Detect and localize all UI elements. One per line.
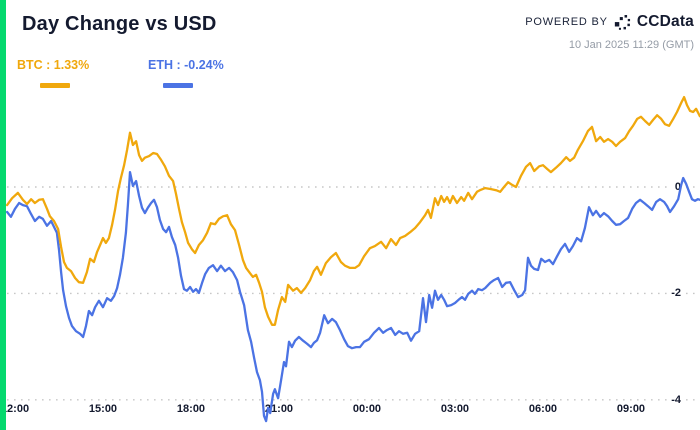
y-tick-label: -4 — [668, 392, 684, 407]
powered-by-label: POWERED BY — [525, 16, 608, 28]
x-tick-label: 12:00 — [0, 403, 30, 415]
x-tick-label: 00:00 — [352, 403, 382, 415]
ccdata-logo-icon — [614, 14, 631, 31]
legend-eth-label: ETH : -0.24% — [148, 58, 224, 72]
powered-by-block: POWERED BY CCData — [525, 13, 694, 31]
x-tick-label: 03:00 — [440, 403, 470, 415]
chart-timestamp: 10 Jan 2025 11:29 (GMT) — [568, 39, 694, 51]
legend-btc-swatch — [40, 83, 70, 88]
accent-bar — [0, 0, 6, 430]
btc-line — [5, 95, 700, 326]
brand-name: CCData — [636, 13, 694, 30]
x-tick-label: 09:00 — [616, 403, 646, 415]
legend-eth-swatch — [163, 83, 193, 88]
legend-btc-label: BTC : 1.33% — [17, 58, 90, 72]
x-tick-label: 18:00 — [176, 403, 206, 415]
page-title: Day Change vs USD — [22, 13, 217, 35]
x-tick-label: 06:00 — [528, 403, 558, 415]
y-tick-label: -2 — [668, 286, 684, 301]
eth-line — [5, 170, 700, 423]
x-tick-label: 15:00 — [88, 403, 118, 415]
